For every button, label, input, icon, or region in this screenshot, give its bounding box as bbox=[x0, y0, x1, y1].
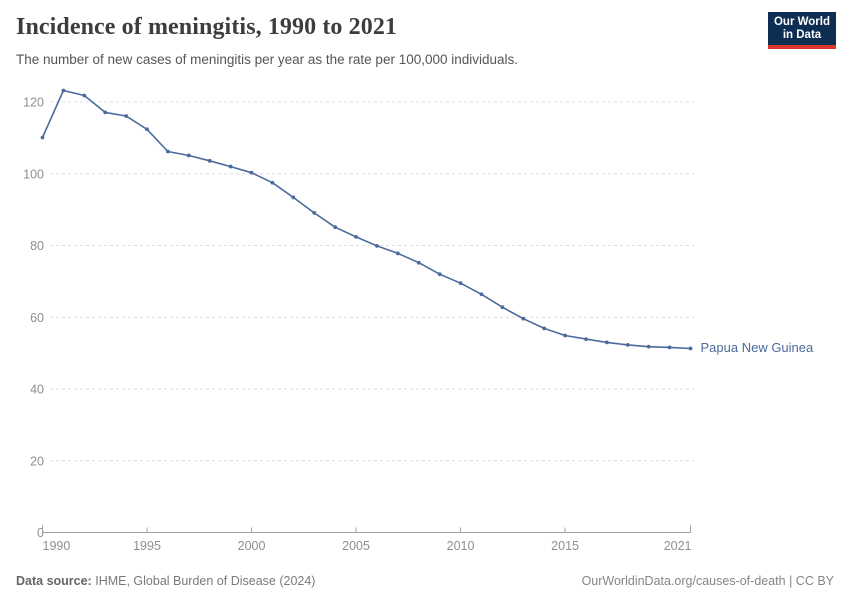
data-point[interactable] bbox=[375, 243, 379, 248]
line-chart[interactable]: 0 20 40 60 80 100 120 1990 1995 2000 2005 2010 2015 2… bbox=[0, 0, 850, 560]
chart-subtitle: The number of new cases of meningitis pe… bbox=[16, 52, 519, 67]
data-point[interactable] bbox=[625, 342, 630, 347]
data-point[interactable] bbox=[270, 180, 275, 185]
y-tick-label: 100 bbox=[23, 167, 44, 181]
y-tick-label: 20 bbox=[30, 454, 44, 468]
data-point[interactable] bbox=[186, 153, 191, 158]
x-tick-label: 2010 bbox=[447, 539, 475, 553]
data-point[interactable] bbox=[563, 333, 567, 338]
data-point[interactable] bbox=[145, 127, 149, 132]
owid-logo-text: Our World in Data bbox=[768, 12, 836, 45]
owid-logo-line2: in Data bbox=[782, 29, 822, 41]
data-point[interactable] bbox=[500, 305, 505, 310]
y-tick-label: 0 bbox=[37, 526, 44, 540]
data-point[interactable] bbox=[124, 114, 129, 118]
data-point[interactable] bbox=[521, 316, 526, 321]
x-tick-label: 2021 bbox=[664, 539, 692, 553]
data-point[interactable] bbox=[437, 272, 442, 277]
owid-logo-line1: Our World bbox=[773, 16, 830, 28]
data-point[interactable] bbox=[249, 170, 254, 175]
y-tick-label: 60 bbox=[30, 311, 44, 325]
data-point[interactable] bbox=[646, 344, 651, 349]
data-point[interactable] bbox=[584, 337, 588, 342]
data-point[interactable] bbox=[228, 164, 233, 169]
owid-logo[interactable]: Our World in Data bbox=[768, 12, 836, 49]
y-tick-label: 40 bbox=[30, 383, 44, 397]
data-point[interactable] bbox=[40, 135, 45, 140]
page-title: Incidence of meningitis, 1990 to 2021 bbox=[16, 14, 398, 40]
y-tick-label: 120 bbox=[23, 96, 44, 110]
data-point[interactable] bbox=[542, 326, 547, 331]
owid-logo-stripe bbox=[768, 45, 836, 49]
data-point[interactable] bbox=[395, 251, 400, 256]
data-source-text: IHME, Global Burden of Disease (2024) bbox=[95, 574, 316, 588]
data-point[interactable] bbox=[82, 93, 87, 98]
data-point[interactable] bbox=[604, 340, 609, 345]
x-tick-label: 1990 bbox=[43, 539, 71, 553]
data-point[interactable] bbox=[354, 234, 358, 239]
data-point[interactable] bbox=[207, 158, 212, 163]
entity-label[interactable]: Papua New Guinea bbox=[700, 340, 814, 356]
x-tick-label: 1995 bbox=[133, 539, 161, 553]
data-point[interactable] bbox=[61, 88, 66, 93]
data-point[interactable] bbox=[291, 195, 296, 200]
x-tick-label: 2015 bbox=[551, 539, 579, 553]
footer-license-link[interactable]: OurWorldinData.org/causes-of-death | CC … bbox=[581, 574, 834, 588]
data-point[interactable] bbox=[479, 292, 484, 297]
data-point[interactable] bbox=[312, 210, 317, 215]
data-point[interactable] bbox=[667, 345, 672, 350]
footer-source: Data source: IHME, Global Burden of Dise… bbox=[16, 574, 315, 588]
data-point[interactable] bbox=[103, 110, 108, 115]
x-tick-label: 2000 bbox=[238, 539, 266, 553]
data-source-label: Data source: bbox=[16, 574, 92, 588]
data-point[interactable] bbox=[416, 260, 421, 265]
data-line[interactable] bbox=[41, 89, 692, 350]
x-tick-label: 2005 bbox=[342, 539, 370, 553]
data-point[interactable] bbox=[458, 281, 463, 286]
y-tick-label: 80 bbox=[30, 239, 44, 253]
data-point[interactable] bbox=[166, 149, 170, 154]
data-point[interactable] bbox=[688, 346, 693, 351]
data-point[interactable] bbox=[333, 225, 338, 230]
